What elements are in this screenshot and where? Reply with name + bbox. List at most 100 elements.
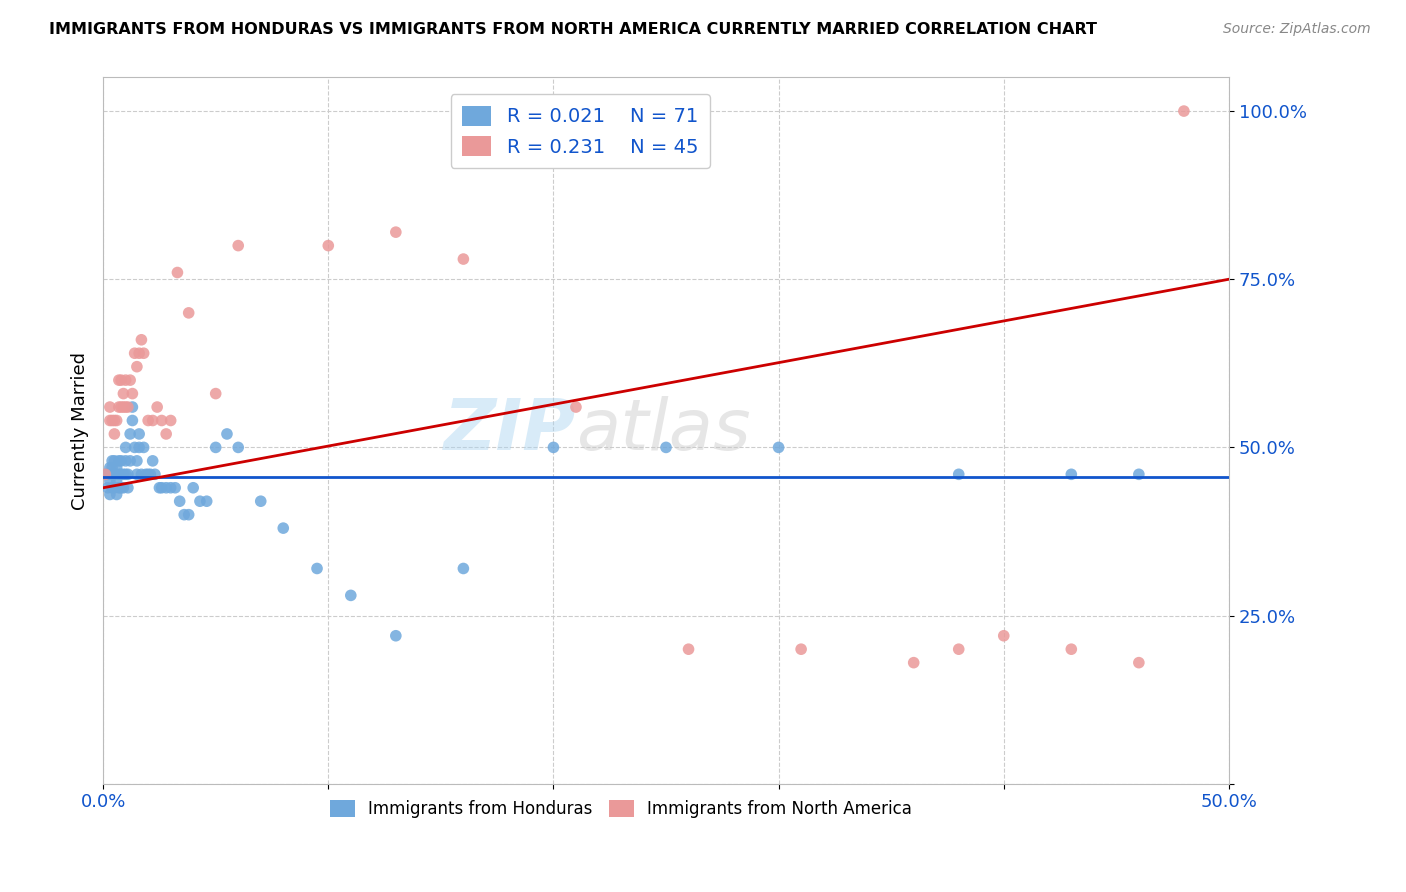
Point: [120, 454, 142, 468]
Point: [948, 467, 970, 482]
Point: [110, 481, 132, 495]
Point: [105, 413, 128, 427]
Point: [108, 481, 131, 495]
Point: [204, 386, 226, 401]
Point: [110, 373, 132, 387]
Point: [94, 467, 117, 482]
Point: [97, 467, 120, 482]
Point: [98, 460, 121, 475]
Point: [128, 426, 150, 441]
Point: [114, 373, 136, 387]
Point: [112, 481, 135, 495]
Point: [1128, 656, 1150, 670]
Point: [215, 426, 238, 441]
Point: [98, 487, 121, 501]
Point: [1060, 467, 1083, 482]
Point: [103, 413, 125, 427]
Text: atlas: atlas: [576, 396, 751, 465]
Point: [150, 413, 173, 427]
Point: [125, 454, 148, 468]
Point: [1128, 467, 1150, 482]
Point: [105, 487, 128, 501]
Point: [98, 474, 121, 488]
Text: Source: ZipAtlas.com: Source: ZipAtlas.com: [1223, 22, 1371, 37]
Point: [114, 467, 136, 482]
Point: [177, 508, 200, 522]
Point: [177, 306, 200, 320]
Point: [121, 386, 143, 401]
Point: [143, 467, 166, 482]
Point: [316, 238, 339, 252]
Point: [204, 441, 226, 455]
Point: [453, 252, 475, 266]
Point: [128, 441, 150, 455]
Point: [101, 454, 124, 468]
Point: [993, 629, 1015, 643]
Point: [165, 481, 187, 495]
Point: [565, 400, 588, 414]
Point: [112, 400, 135, 414]
Point: [155, 426, 177, 441]
Point: [1060, 642, 1083, 657]
Point: [146, 400, 169, 414]
Point: [101, 481, 124, 495]
Point: [155, 481, 177, 495]
Point: [188, 494, 211, 508]
Point: [453, 561, 475, 575]
Point: [128, 346, 150, 360]
Point: [305, 561, 328, 575]
Point: [271, 521, 294, 535]
Point: [169, 494, 191, 508]
Point: [103, 481, 125, 495]
Point: [117, 481, 139, 495]
Point: [110, 454, 132, 468]
Point: [385, 629, 408, 643]
Point: [125, 467, 148, 482]
Point: [159, 481, 181, 495]
Point: [101, 467, 124, 482]
Point: [108, 454, 131, 468]
Y-axis label: Currently Married: Currently Married: [72, 351, 89, 509]
Point: [142, 413, 165, 427]
Point: [173, 508, 195, 522]
Point: [110, 467, 132, 482]
Point: [948, 642, 970, 657]
Point: [136, 467, 159, 482]
Point: [101, 460, 124, 475]
Point: [148, 481, 170, 495]
Point: [159, 413, 181, 427]
Point: [655, 441, 678, 455]
Point: [136, 413, 159, 427]
Legend: Immigrants from Honduras, Immigrants from North America: Immigrants from Honduras, Immigrants fro…: [323, 793, 920, 825]
Point: [125, 359, 148, 374]
Point: [121, 400, 143, 414]
Point: [121, 413, 143, 427]
Point: [108, 467, 131, 482]
Point: [108, 373, 131, 387]
Point: [98, 413, 121, 427]
Point: [97, 481, 120, 495]
Text: ZIP: ZIP: [444, 396, 576, 465]
Point: [903, 656, 925, 670]
Point: [114, 454, 136, 468]
Point: [103, 467, 125, 482]
Point: [124, 441, 146, 455]
Point: [94, 467, 117, 482]
Point: [98, 400, 121, 414]
Point: [790, 642, 813, 657]
Point: [105, 460, 128, 475]
Point: [105, 474, 128, 488]
Point: [226, 238, 249, 252]
Point: [1173, 104, 1195, 119]
Point: [124, 346, 146, 360]
Point: [101, 413, 124, 427]
Point: [226, 441, 249, 455]
Point: [110, 400, 132, 414]
Point: [385, 225, 408, 239]
Point: [131, 333, 153, 347]
Text: IMMIGRANTS FROM HONDURAS VS IMMIGRANTS FROM NORTH AMERICA CURRENTLY MARRIED CORR: IMMIGRANTS FROM HONDURAS VS IMMIGRANTS F…: [49, 22, 1097, 37]
Point: [195, 494, 218, 508]
Point: [103, 454, 125, 468]
Point: [166, 266, 188, 280]
Point: [112, 386, 135, 401]
